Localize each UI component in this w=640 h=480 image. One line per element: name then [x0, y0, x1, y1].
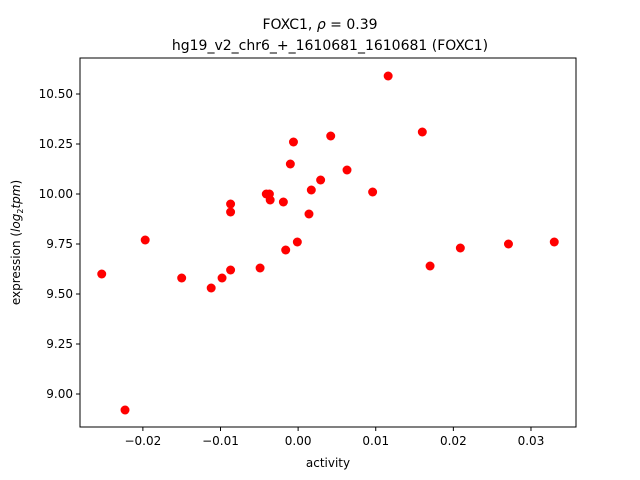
data-point — [503, 239, 513, 249]
data-point — [177, 273, 187, 283]
data-point — [265, 195, 275, 205]
chart-title-line1: FOXC1, ρ = 0.39 — [262, 17, 377, 33]
data-point — [417, 127, 427, 137]
plot-area — [79, 57, 577, 428]
x-tick-label: −0.02 — [124, 434, 161, 448]
x-axis-label: activity — [306, 456, 350, 470]
data-point — [304, 209, 314, 219]
data-point — [226, 199, 236, 209]
data-point — [226, 207, 236, 217]
y-axis: 9.00 9.25 9.50 9.75 10.00 10.25 10.50 — [39, 87, 80, 401]
data-point — [368, 187, 378, 197]
data-point — [455, 243, 465, 253]
data-point — [140, 235, 150, 245]
data-point — [316, 175, 326, 185]
data-point — [120, 405, 130, 415]
x-tick-label: 0.00 — [285, 434, 312, 448]
y-tick-label: 9.00 — [46, 387, 73, 401]
data-point — [306, 185, 316, 195]
y-tick-label: 9.50 — [46, 287, 73, 301]
data-point — [425, 261, 435, 271]
data-point — [288, 137, 298, 147]
data-point — [255, 263, 265, 273]
chart-title-line2: hg19_v2_chr6_+_1610681_1610681 (FOXC1) — [172, 38, 488, 54]
data-point — [326, 131, 336, 141]
data-point — [285, 159, 295, 169]
data-point — [549, 237, 559, 247]
y-tick-label: 10.25 — [39, 137, 73, 151]
data-point — [97, 269, 107, 279]
data-point — [292, 237, 302, 247]
data-point — [206, 283, 216, 293]
x-tick-label: 0.03 — [518, 434, 545, 448]
data-point — [281, 245, 291, 255]
data-point — [342, 165, 352, 175]
y-axis-label: expression (log2tpm) — [9, 180, 25, 305]
y-tick-label: 9.75 — [46, 237, 73, 251]
data-points — [97, 71, 559, 415]
data-point — [217, 273, 227, 283]
x-tick-label: 0.02 — [440, 434, 467, 448]
y-tick-label: 9.25 — [46, 337, 73, 351]
data-point — [383, 71, 393, 81]
x-axis: −0.02 −0.01 0.00 0.01 0.02 0.03 — [124, 427, 544, 448]
x-tick-label: 0.01 — [362, 434, 389, 448]
y-tick-label: 10.50 — [39, 87, 73, 101]
x-tick-label: −0.01 — [202, 434, 239, 448]
data-point — [278, 197, 288, 207]
y-tick-label: 10.00 — [39, 187, 73, 201]
data-point — [226, 265, 236, 275]
